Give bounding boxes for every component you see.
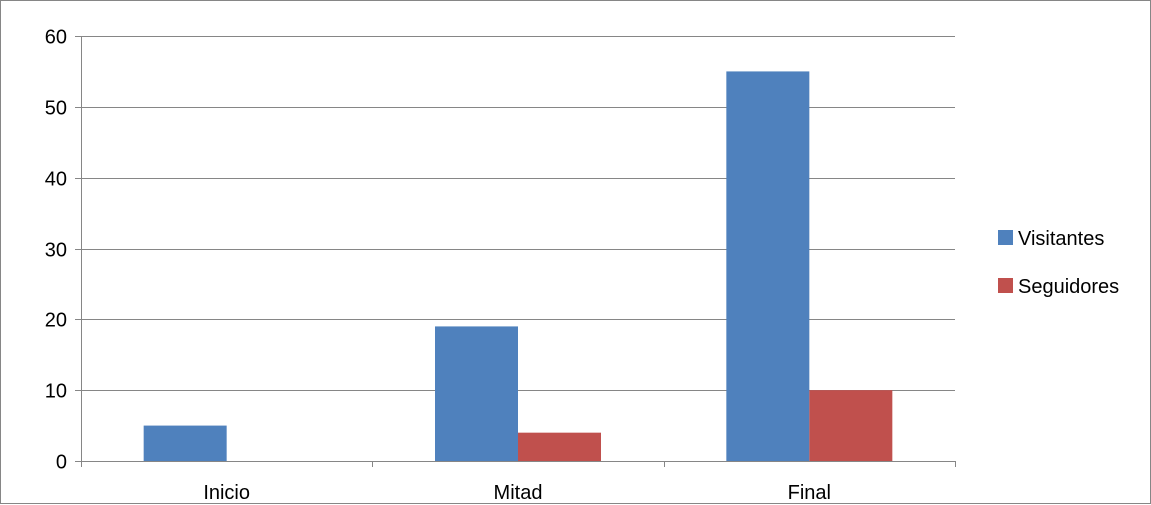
x-tick-label: Final [788,482,831,504]
legend-swatch [998,278,1013,293]
y-tick-label: 50 [45,98,67,120]
axis-labels: 0 10 20 30 40 50 60 Inicio Mitad Final [45,27,831,505]
bar-seguidores [518,432,601,461]
y-tick-label: 30 [45,240,67,262]
legend-label: Seguidores [1018,276,1119,298]
bar-seguidores [809,390,893,461]
bar-visitantes [726,71,810,462]
y-tick-label: 60 [45,27,67,49]
y-tick-label: 40 [45,169,67,191]
legend: Visitantes Seguidores [998,228,1119,298]
x-tick-label: Inicio [203,482,250,504]
axes [75,36,956,467]
bar-visitantes [435,326,518,461]
y-tick-label: 0 [56,452,67,474]
y-tick-label: 10 [45,381,67,403]
bar-visitantes [143,425,227,461]
y-tick-label: 20 [45,310,67,332]
x-tick-label: Mitad [494,482,543,504]
bars [143,71,893,462]
legend-label: Visitantes [1018,228,1104,250]
legend-swatch [998,230,1013,245]
